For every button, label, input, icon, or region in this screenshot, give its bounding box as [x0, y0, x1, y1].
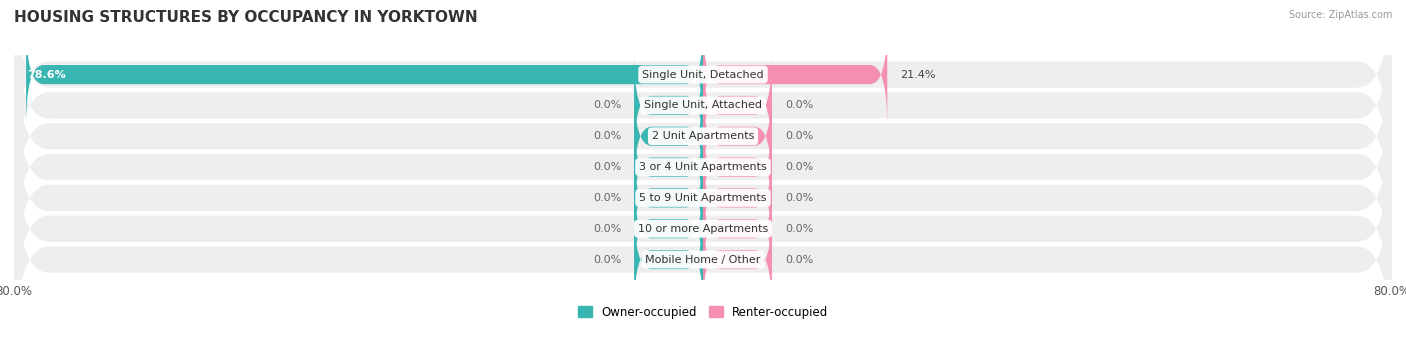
FancyBboxPatch shape — [14, 88, 1392, 308]
FancyBboxPatch shape — [703, 146, 772, 250]
FancyBboxPatch shape — [703, 53, 772, 158]
Legend: Owner-occupied, Renter-occupied: Owner-occupied, Renter-occupied — [572, 301, 834, 323]
FancyBboxPatch shape — [634, 146, 703, 250]
Text: 0.0%: 0.0% — [785, 224, 813, 234]
Text: 0.0%: 0.0% — [785, 131, 813, 141]
FancyBboxPatch shape — [27, 23, 703, 127]
Text: 5 to 9 Unit Apartments: 5 to 9 Unit Apartments — [640, 193, 766, 203]
Text: 0.0%: 0.0% — [593, 193, 621, 203]
FancyBboxPatch shape — [634, 115, 703, 219]
Text: Single Unit, Attached: Single Unit, Attached — [644, 101, 762, 110]
FancyBboxPatch shape — [634, 177, 703, 281]
FancyBboxPatch shape — [703, 207, 772, 312]
Text: 0.0%: 0.0% — [593, 224, 621, 234]
Text: 2 Unit Apartments: 2 Unit Apartments — [652, 131, 754, 141]
FancyBboxPatch shape — [703, 177, 772, 281]
FancyBboxPatch shape — [14, 0, 1392, 185]
Text: Single Unit, Detached: Single Unit, Detached — [643, 70, 763, 79]
FancyBboxPatch shape — [14, 0, 1392, 216]
Text: 0.0%: 0.0% — [785, 101, 813, 110]
Text: 10 or more Apartments: 10 or more Apartments — [638, 224, 768, 234]
FancyBboxPatch shape — [14, 26, 1392, 247]
FancyBboxPatch shape — [634, 53, 703, 158]
FancyBboxPatch shape — [634, 207, 703, 312]
FancyBboxPatch shape — [703, 84, 772, 188]
FancyBboxPatch shape — [703, 23, 887, 127]
FancyBboxPatch shape — [703, 115, 772, 219]
Text: 21.4%: 21.4% — [900, 70, 936, 79]
Text: 0.0%: 0.0% — [593, 101, 621, 110]
Text: HOUSING STRUCTURES BY OCCUPANCY IN YORKTOWN: HOUSING STRUCTURES BY OCCUPANCY IN YORKT… — [14, 10, 478, 25]
Text: Mobile Home / Other: Mobile Home / Other — [645, 255, 761, 265]
Text: 78.6%: 78.6% — [27, 70, 66, 79]
Text: 0.0%: 0.0% — [785, 162, 813, 172]
Text: 0.0%: 0.0% — [785, 255, 813, 265]
Text: Source: ZipAtlas.com: Source: ZipAtlas.com — [1288, 10, 1392, 20]
FancyBboxPatch shape — [14, 149, 1392, 341]
Text: 0.0%: 0.0% — [593, 162, 621, 172]
Text: 0.0%: 0.0% — [593, 131, 621, 141]
Text: 0.0%: 0.0% — [785, 193, 813, 203]
FancyBboxPatch shape — [14, 57, 1392, 277]
Text: 0.0%: 0.0% — [593, 255, 621, 265]
Text: 3 or 4 Unit Apartments: 3 or 4 Unit Apartments — [640, 162, 766, 172]
FancyBboxPatch shape — [634, 84, 703, 188]
FancyBboxPatch shape — [14, 119, 1392, 339]
